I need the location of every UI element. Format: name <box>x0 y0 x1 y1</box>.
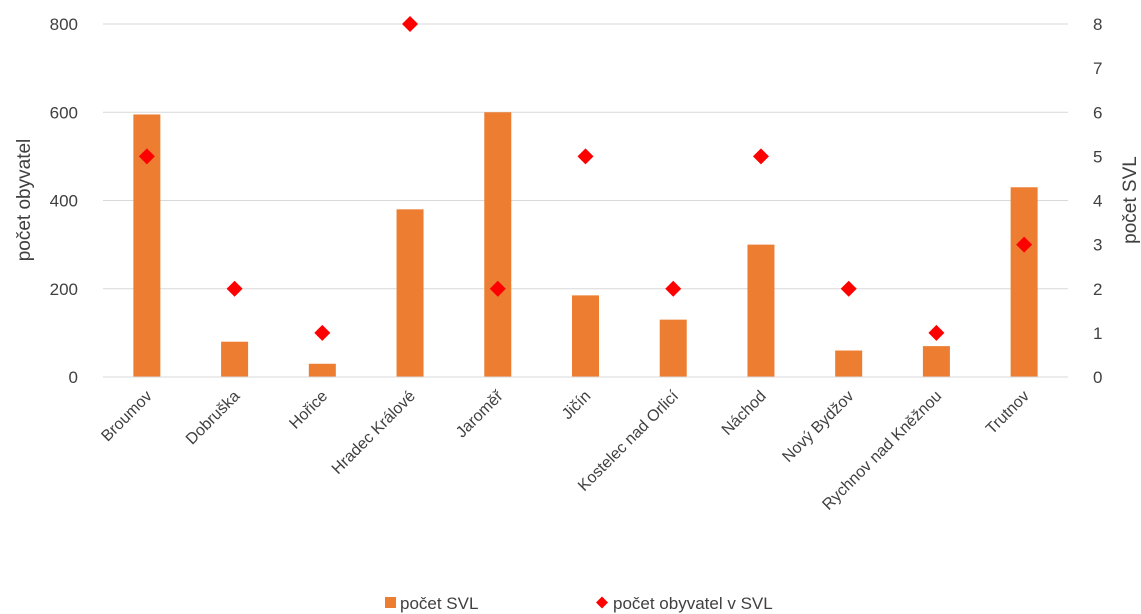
category-label: Náchod <box>719 388 770 439</box>
bar <box>308 363 336 377</box>
marker-point <box>928 324 945 341</box>
marker-point <box>1016 236 1033 253</box>
bar <box>1010 187 1038 377</box>
category-label: Nový Bydžov <box>779 388 857 466</box>
right-tick-label: 7 <box>1093 59 1102 78</box>
marker-point <box>489 280 506 297</box>
bar <box>835 350 863 377</box>
marker-point <box>752 148 769 165</box>
category-label: Kostelec nad Orlicí <box>575 387 682 494</box>
left-tick-label: 800 <box>50 15 78 34</box>
bar <box>484 112 512 377</box>
left-tick-label: 600 <box>50 103 78 122</box>
right-tick-label: 3 <box>1093 236 1102 255</box>
marker-point <box>402 16 419 32</box>
legend-swatch-bar <box>385 597 396 608</box>
bar <box>922 346 950 377</box>
marker-point <box>665 280 682 297</box>
bar <box>572 295 599 377</box>
legend-label-bar: počet SVL <box>400 594 478 613</box>
category-label: Jaroměř <box>453 387 507 441</box>
right-axis-title: počet SVL <box>1120 156 1141 244</box>
right-tick-label: 2 <box>1093 280 1102 299</box>
category-label: Jičín <box>559 388 594 423</box>
left-axis-title: počet obyvatel <box>14 139 35 262</box>
left-tick-label: 200 <box>50 280 78 299</box>
left-tick-label: 400 <box>50 192 78 211</box>
right-tick-label: 8 <box>1093 15 1102 34</box>
right-tick-label: 6 <box>1093 103 1102 122</box>
marker-point <box>138 148 155 165</box>
bar <box>659 319 687 377</box>
left-tick-label: 0 <box>69 368 78 387</box>
right-tick-label: 5 <box>1093 147 1102 166</box>
left-axis-ticks: 0 200 400 600 800 <box>50 15 78 387</box>
legend-label-marker: počet obyvatel v SVL <box>613 594 773 613</box>
bar <box>221 341 249 377</box>
marker-series <box>138 16 1033 341</box>
category-label: Broumov <box>98 388 155 445</box>
category-label: Trutnov <box>983 388 1033 438</box>
marker-point <box>840 280 857 297</box>
bar <box>396 209 424 377</box>
right-tick-label: 1 <box>1093 324 1102 343</box>
marker-point <box>314 324 331 341</box>
marker-point <box>226 280 243 297</box>
category-label: Hradec Králové <box>329 388 419 478</box>
category-label: Dobruška <box>183 388 244 449</box>
right-tick-label: 0 <box>1093 368 1102 387</box>
gridlines <box>103 23 1068 290</box>
bar <box>747 244 775 377</box>
legend-swatch-marker <box>596 596 608 609</box>
right-tick-label: 4 <box>1093 192 1102 211</box>
legend: počet SVL počet obyvatel v SVL <box>385 594 773 613</box>
marker-point <box>577 148 594 165</box>
right-axis-ticks: 0 1 2 3 4 5 6 7 8 <box>1093 15 1102 387</box>
category-label: Hořice <box>286 388 331 433</box>
